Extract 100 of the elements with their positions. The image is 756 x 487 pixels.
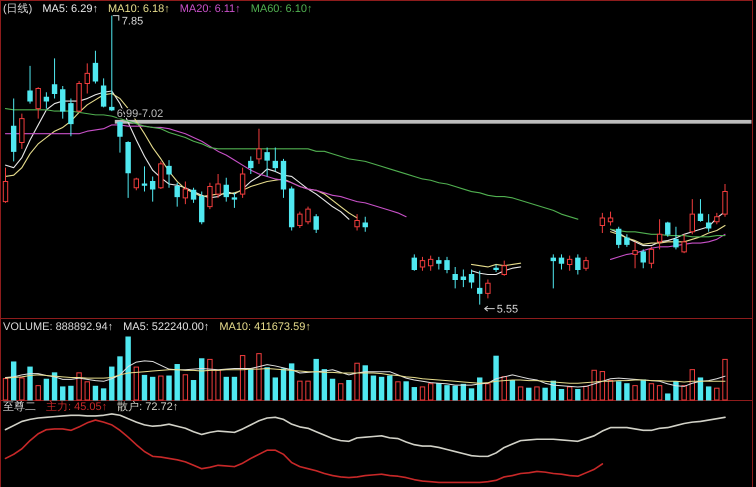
bar (76, 372, 82, 400)
bar (493, 356, 499, 400)
bar (477, 377, 482, 400)
bar (346, 380, 352, 400)
candlestick (125, 140, 131, 198)
candlestick (117, 120, 123, 154)
candlestick (460, 268, 466, 288)
bar (362, 365, 368, 400)
bar (591, 370, 597, 400)
candlestick (632, 241, 638, 269)
bar (452, 386, 458, 400)
bar (19, 377, 25, 400)
candlestick (19, 113, 25, 150)
bar (706, 386, 712, 400)
candlestick (150, 176, 156, 202)
bar (182, 374, 188, 400)
bar (134, 366, 140, 400)
candlestick (624, 234, 630, 248)
bar (370, 376, 376, 400)
title: 至尊二 (3, 401, 36, 413)
bar (125, 336, 131, 400)
bar (60, 386, 66, 400)
bar (158, 376, 164, 400)
candlestick (215, 173, 221, 198)
bar (632, 385, 638, 400)
bar (207, 358, 213, 400)
annotation: 7.85 (122, 16, 144, 28)
candlestick (362, 216, 368, 232)
candlestick (256, 128, 262, 164)
annotation: 5.55 (496, 304, 518, 316)
candlestick (583, 256, 589, 272)
candlestick (240, 167, 246, 198)
bar (240, 355, 246, 400)
bar (264, 367, 270, 400)
bar (272, 377, 278, 400)
candlestick (207, 182, 213, 210)
bar (84, 381, 90, 400)
bar (640, 379, 646, 400)
bar (68, 386, 74, 400)
candlestick (502, 260, 507, 276)
candlestick (575, 254, 581, 276)
bar (566, 386, 572, 400)
candlestick (468, 268, 474, 289)
bar (403, 381, 409, 400)
candlestick (656, 218, 662, 250)
candlestick (52, 58, 58, 100)
bar (322, 369, 328, 400)
bar (714, 388, 720, 400)
bar (460, 384, 466, 400)
bar (2, 378, 8, 400)
bar (378, 376, 384, 400)
bar (174, 364, 180, 400)
candlestick (305, 206, 311, 225)
candlestick (2, 167, 8, 204)
candlestick (477, 270, 482, 306)
bar (297, 380, 303, 400)
candlestick (288, 186, 294, 232)
bar (420, 386, 426, 400)
candlestick (493, 264, 499, 272)
candlestick (420, 256, 426, 272)
bar (412, 387, 418, 400)
bar (44, 378, 50, 400)
bar (288, 363, 294, 400)
candlestick (485, 279, 491, 299)
bar (444, 385, 450, 400)
bar (92, 386, 98, 400)
bar (428, 383, 434, 400)
candlestick (558, 254, 564, 270)
bar (648, 383, 654, 400)
candlestick (134, 177, 140, 191)
bar (215, 370, 221, 400)
candlestick (76, 80, 82, 113)
bar (436, 383, 442, 400)
candlestick (436, 256, 442, 270)
bar (280, 368, 286, 400)
bar (575, 388, 581, 400)
bar (510, 380, 516, 400)
bar (10, 361, 16, 400)
title: (日线) (3, 3, 32, 15)
bar (526, 388, 532, 400)
candlestick (174, 182, 180, 208)
candlestick (10, 98, 16, 162)
candlestick (60, 85, 66, 120)
candlestick (182, 180, 188, 205)
candlestick (714, 212, 720, 225)
bar (313, 358, 319, 400)
bar (690, 369, 695, 400)
candlestick (412, 254, 418, 272)
candlestick (673, 226, 679, 250)
candlestick (722, 184, 728, 218)
candlestick (84, 62, 90, 94)
bar (616, 381, 622, 400)
candlestick (297, 211, 303, 228)
candlestick (199, 191, 204, 225)
candlestick (681, 234, 687, 254)
bar (502, 376, 507, 400)
bar (485, 383, 491, 400)
bar (248, 369, 254, 400)
bar (387, 376, 392, 400)
bar (150, 376, 156, 400)
